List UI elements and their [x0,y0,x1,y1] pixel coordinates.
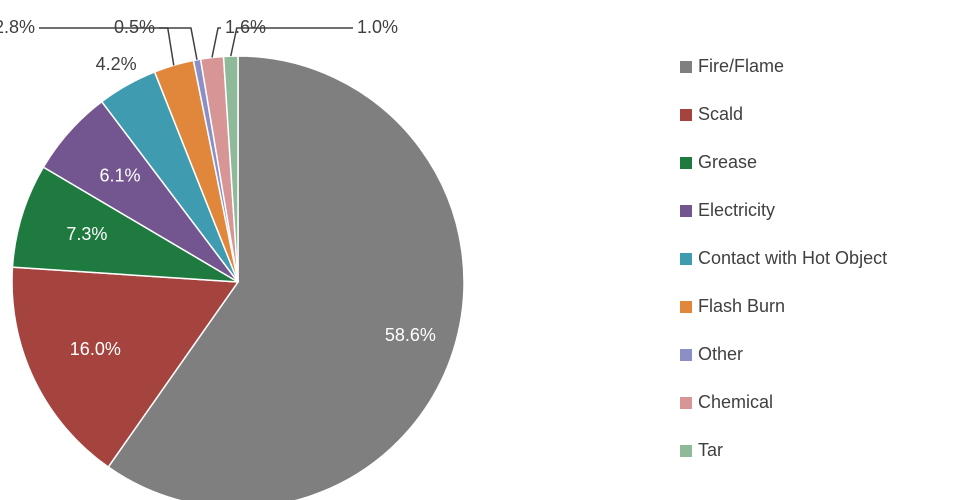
legend-swatch [680,301,692,313]
legend-swatch [680,205,692,217]
data-label: 6.1% [99,165,140,185]
data-label: 7.3% [66,224,107,244]
legend-label: Tar [698,440,723,460]
legend-swatch [680,109,692,121]
legend-swatch [680,397,692,409]
legend-swatch [680,445,692,457]
pie-slice [11,166,239,283]
legend-swatch [680,253,692,265]
legend-label: Scald [698,104,743,124]
data-label: 2.8% [0,17,35,37]
data-label: 1.0% [357,17,398,37]
data-label: 0.5% [114,17,155,37]
legend-label: Flash Burn [698,296,785,316]
data-label: 58.6% [385,325,436,345]
leader-line [230,27,353,57]
legend-label: Contact with Hot Object [698,248,887,268]
legend-label: Chemical [698,392,773,412]
pie-slice [107,55,465,500]
pie-slice [11,266,240,469]
legend-label: Fire/Flame [698,56,784,76]
legend-swatch [680,157,692,169]
legend-label: Electricity [698,200,775,220]
data-label: 1.6% [225,17,266,37]
legend-swatch [680,61,692,73]
legend-label: Grease [698,152,757,172]
leader-line [211,27,221,58]
data-label: 4.2% [96,54,137,74]
legend-swatch [680,349,692,361]
data-label: 16.0% [70,339,121,359]
legend-label: Other [698,344,743,364]
leader-line [159,27,198,60]
